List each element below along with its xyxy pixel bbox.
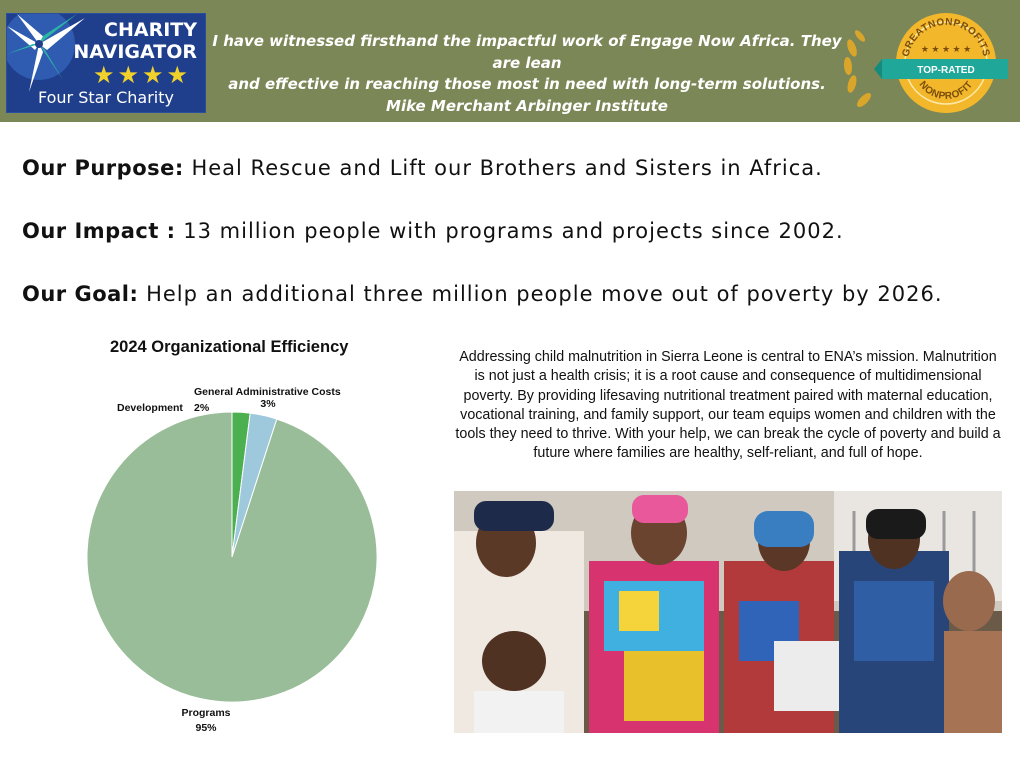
- pie-value-programs: 95%: [195, 722, 217, 734]
- purpose-label: Our Purpose:: [22, 156, 184, 180]
- pie-slice-development: [231, 411, 251, 558]
- charity-navigator-subtitle: Four Star Charity: [37, 88, 174, 107]
- pie-label-admin: General Administrative Costs: [194, 386, 341, 398]
- charity-navigator-title: CHARITY: [104, 19, 197, 41]
- pie-value-admin: 3%: [260, 398, 276, 410]
- photo-mothers-and-children: [454, 491, 1002, 733]
- pie-slice-programs: [86, 411, 378, 703]
- seal-ribbon-text: TOP-RATED: [917, 65, 974, 76]
- charity-navigator-badge[interactable]: CHARITY NAVIGATOR ★★★★ Four Star Charity: [6, 13, 206, 113]
- rating-stars-icon: ★★★★: [93, 62, 192, 89]
- charity-navigator-title: NAVIGATOR: [73, 41, 197, 63]
- pie-label-development: Development: [117, 402, 183, 414]
- pie-value-development: 2%: [194, 402, 210, 414]
- header-banner: CHARITY NAVIGATOR ★★★★ Four Star Charity…: [0, 0, 1020, 122]
- quote-line: I have witnessed firsthand the impactful…: [212, 32, 842, 72]
- pie-slice-admin: [231, 412, 278, 558]
- goal-statement: Our Goal: Help an additional three milli…: [22, 282, 943, 306]
- goal-label: Our Goal:: [22, 282, 139, 306]
- quote-line: and effective in reaching those most in …: [228, 75, 826, 93]
- chart-title: 2024 Organizational Efficiency: [110, 338, 349, 356]
- goal-text: Help an additional three million people …: [138, 282, 943, 306]
- laurel-icon: [843, 30, 871, 107]
- testimonial-quote: I have witnessed firsthand the impactful…: [212, 31, 842, 117]
- pie-label-programs: Programs: [181, 707, 230, 719]
- purpose-statement: Our Purpose: Heal Rescue and Lift our Br…: [22, 156, 823, 180]
- quote-attribution: Mike Merchant Arbinger Institute: [386, 96, 668, 115]
- mission-description: Addressing child malnutrition in Sierra …: [455, 349, 1001, 462]
- impact-statement: Our Impact : 13 million people with prog…: [22, 219, 844, 243]
- impact-text: 13 million people with programs and proj…: [175, 219, 844, 243]
- seal-stars-icon: ★ ★ ★ ★ ★: [921, 44, 971, 54]
- purpose-text: Heal Rescue and Lift our Brothers and Si…: [183, 156, 823, 180]
- impact-label: Our Impact :: [22, 219, 176, 243]
- great-nonprofits-seal[interactable]: GREATNONPROFITS NONPROFIT ★ ★ ★ ★ ★ TOP-…: [838, 8, 1008, 118]
- compass-rose-icon: [7, 14, 85, 92]
